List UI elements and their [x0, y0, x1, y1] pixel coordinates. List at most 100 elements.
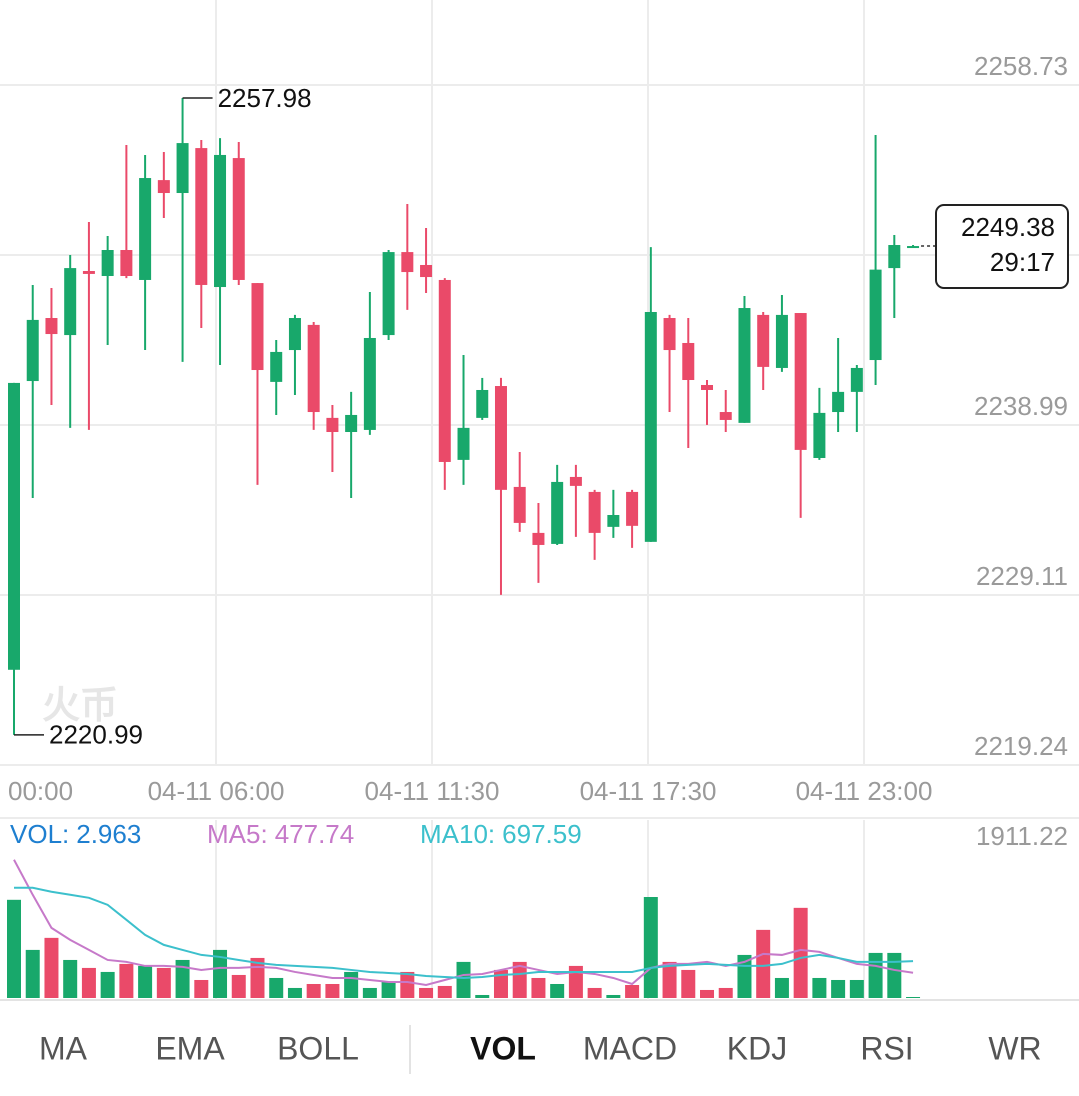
- candle-body: [26, 319, 39, 382]
- indicator-tab[interactable]: RSI: [860, 1030, 913, 1066]
- y-tick-label: 2258.73: [974, 51, 1068, 81]
- legend-item: MA5: 477.74: [207, 819, 354, 849]
- volume-bar: [887, 952, 902, 998]
- candle-body: [775, 314, 788, 368]
- volume-bar: [213, 949, 228, 998]
- candle-body: [214, 154, 227, 288]
- candle-body: [719, 412, 732, 420]
- indicator-tab[interactable]: BOLL: [277, 1030, 359, 1066]
- candle-body: [738, 308, 751, 423]
- ma-line: [14, 886, 914, 979]
- volume-bar: [325, 983, 340, 998]
- volume-bar: [643, 897, 658, 998]
- volume-bar: [681, 969, 696, 998]
- candle-body: [438, 279, 451, 462]
- candle-body: [363, 337, 376, 430]
- indicator-tab[interactable]: KDJ: [727, 1030, 787, 1066]
- legend-item: MA10: 697.59: [420, 819, 582, 849]
- volume-bar: [849, 979, 864, 998]
- x-tick-label: 04-11 06:00: [148, 776, 285, 806]
- volume-bar: [419, 987, 434, 998]
- volume-bar: [287, 987, 302, 998]
- volume-bar: [119, 963, 134, 998]
- volume-bar: [812, 977, 827, 998]
- candle-body: [82, 271, 95, 274]
- legend-name: VOL:: [10, 819, 69, 849]
- candle-body: [326, 417, 339, 433]
- candle-body: [794, 313, 807, 450]
- volume-bar: [231, 974, 246, 998]
- low-label: 2220.99: [49, 720, 143, 750]
- x-tick-label: 04-11 11:30: [365, 776, 500, 806]
- y-tick-label: 2238.99: [974, 391, 1068, 421]
- x-tick-label: 04-11 23:00: [796, 776, 933, 806]
- candle-body: [832, 391, 845, 413]
- candle-body: [45, 318, 58, 335]
- candle-body: [307, 324, 320, 413]
- y-tick-label: 2219.24: [974, 731, 1068, 761]
- candle-body: [701, 384, 714, 390]
- countdown: 29:17: [990, 247, 1055, 277]
- legend-item: VOL: 2.963: [10, 819, 141, 849]
- candle-body: [757, 314, 770, 367]
- volume-bar: [512, 961, 527, 998]
- candle-body: [869, 269, 882, 361]
- volume-bar: [662, 961, 677, 998]
- candle-body: [513, 486, 526, 523]
- candle-body: [420, 264, 433, 278]
- volume-bar: [25, 949, 40, 998]
- candle-body: [232, 158, 245, 280]
- legend-value: 477.74: [275, 819, 355, 849]
- volume-bar: [718, 987, 733, 998]
- volume-bar: [7, 899, 21, 998]
- volume-bar: [868, 952, 883, 998]
- candle-body: [551, 481, 564, 544]
- volume-bar: [606, 994, 621, 998]
- volume-bar: [400, 971, 415, 998]
- volume-bar: [194, 979, 209, 998]
- volume-bar: [362, 987, 377, 998]
- legend-value: 697.59: [502, 819, 582, 849]
- candle-body: [101, 250, 114, 277]
- ma-line: [13, 859, 914, 987]
- volume-bar: [550, 983, 565, 998]
- volume-bar: [568, 965, 583, 998]
- volume-bar: [493, 969, 508, 998]
- candle-body: [476, 389, 489, 418]
- candle-body: [382, 252, 395, 336]
- indicator-tab[interactable]: MA: [39, 1030, 88, 1066]
- volume-bar: [269, 977, 284, 998]
- candle-body: [850, 367, 863, 392]
- candle-body: [251, 283, 264, 371]
- indicator-tab[interactable]: EMA: [155, 1030, 225, 1066]
- volume-bar: [437, 985, 452, 998]
- candle-body: [270, 351, 283, 382]
- volume-bar: [63, 959, 78, 998]
- volume-bar: [700, 989, 715, 998]
- indicator-tab[interactable]: VOL: [470, 1030, 536, 1066]
- candle-body: [195, 148, 208, 285]
- indicator-tab[interactable]: MACD: [583, 1030, 677, 1066]
- volume-bar: [81, 967, 96, 998]
- candle-body: [569, 476, 582, 486]
- candle-body: [401, 252, 414, 273]
- volume-bar: [625, 984, 640, 998]
- candle-body: [288, 318, 301, 351]
- indicator-tab[interactable]: WR: [988, 1030, 1041, 1066]
- candle-body: [176, 143, 189, 194]
- volume-bar: [906, 997, 921, 998]
- volume-bar: [138, 965, 153, 998]
- volume-bar: [381, 981, 396, 998]
- legend-value: 2.963: [76, 819, 141, 849]
- legend-name: MA10:: [420, 819, 495, 849]
- high-label: 2257.98: [218, 83, 312, 113]
- volume-bar: [587, 987, 602, 998]
- candle-body: [139, 178, 152, 280]
- candle-body: [813, 412, 826, 459]
- candle-body: [8, 382, 20, 670]
- y-tick-label: 1911.22: [976, 821, 1068, 851]
- candle-body: [345, 414, 358, 433]
- legend-name: MA5:: [207, 819, 268, 849]
- volume-bar: [475, 994, 490, 998]
